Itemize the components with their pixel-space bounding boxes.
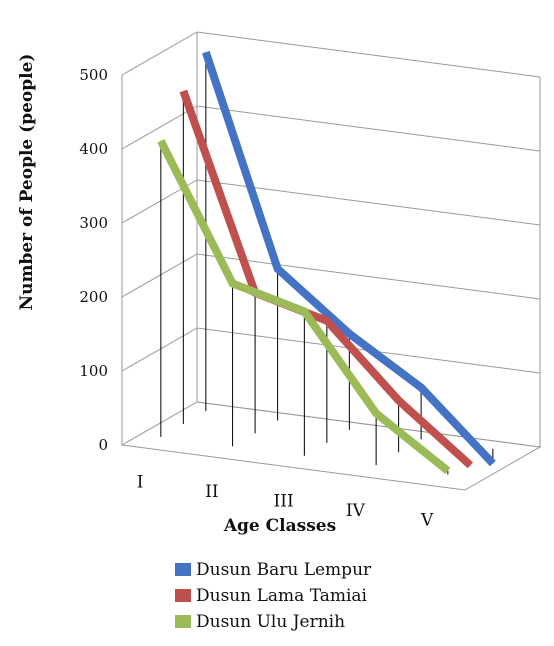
legend: Dusun Baru Lempur Dusun Lama Tamiai Dusun … xyxy=(175,560,372,632)
gridlines xyxy=(121,31,541,448)
gridline xyxy=(121,105,541,152)
legend-swatch xyxy=(175,589,191,602)
gridline xyxy=(121,179,541,226)
y-tick-label: 200 xyxy=(79,288,108,306)
x-tick-label: III xyxy=(274,491,294,511)
x-tick-labels: I II III IV V xyxy=(137,473,434,531)
x-tick-label: V xyxy=(420,510,434,530)
gridline xyxy=(121,253,541,300)
y-axis-title: Number of People (people) xyxy=(17,54,37,311)
series-lines xyxy=(157,50,496,474)
y-tick-label: 500 xyxy=(79,66,108,84)
y-tick-label: 300 xyxy=(79,214,108,232)
legend-entry-label: Dusun Baru Lempur xyxy=(196,560,372,580)
legend-swatch xyxy=(175,615,191,628)
y-tick-labels: 0 100 200 300 400 500 xyxy=(79,66,108,454)
x-tick-label: IV xyxy=(346,501,366,521)
series-line xyxy=(202,50,496,467)
series-line xyxy=(157,139,451,474)
y-tick-label: 100 xyxy=(79,362,108,380)
gridline xyxy=(121,31,541,78)
legend-entry-label: Dusun Lama Tamiai xyxy=(196,586,368,606)
legend-entry-label: Dusun Ulu Jernih xyxy=(196,612,345,632)
floor-outline xyxy=(121,75,542,491)
x-tick-label: II xyxy=(205,482,218,502)
gridline xyxy=(121,401,541,448)
legend-swatch xyxy=(175,563,191,576)
x-tick-label: I xyxy=(137,473,144,493)
series-line xyxy=(179,89,474,469)
gridline xyxy=(121,327,541,374)
x-axis-title: Age Classes xyxy=(223,516,336,536)
y-tick-label: 0 xyxy=(98,436,108,454)
y-tick-label: 400 xyxy=(79,140,108,158)
